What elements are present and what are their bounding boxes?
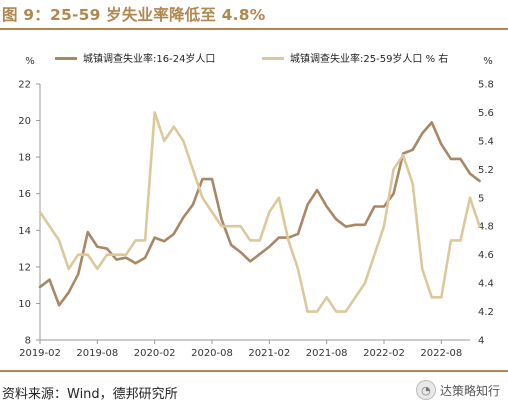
series-line-16-24 <box>38 121 481 307</box>
source-note: 资料来源：Wind，德邦研究所 <box>2 387 178 402</box>
x-tick-label: 2020-08 <box>191 348 233 359</box>
left-tick-label: 10 <box>18 299 31 310</box>
wechat-logo-icon: ◔ <box>415 380 436 400</box>
right-tick-label: 5.8 <box>478 80 494 91</box>
right-tick-label: 5.4 <box>478 136 494 147</box>
left-tick-label: 22 <box>18 80 31 91</box>
watermark-text: 达策略知行 <box>439 383 500 398</box>
x-tick-label: 2022-08 <box>420 348 462 359</box>
legend-label-25-59: 城镇调查失业率:25-59岁人口 % 右 <box>290 52 448 65</box>
watermark: ◔ 达策略知行 <box>415 380 500 400</box>
left-tick-label: 12 <box>18 262 31 273</box>
left-tick-label: 18 <box>18 153 31 164</box>
chart-axes: 8 10 12 14 16 18 20 22 4 4.2 4.4 4.6 4.8 5 5.2 5.4 5.6 5.… <box>18 80 494 360</box>
x-tick-label: 2022-02 <box>363 348 405 359</box>
series-line-25-59 <box>38 111 481 313</box>
x-tick-label: 2020-02 <box>134 348 176 359</box>
right-tick-label: 4.4 <box>478 279 494 290</box>
chart-legend: 城镇调查失业率:16-24岁人口 城镇调查失业率:25-59岁人口 % 右 <box>55 52 448 65</box>
figure-title: 图 9：25-59 岁失业率降低至 4.8% <box>2 6 266 24</box>
x-tick-label: 2021-02 <box>248 348 290 359</box>
right-axis-unit: % <box>483 56 493 67</box>
line-chart: 8 10 12 14 16 18 20 22 4 4.2 4.4 4.6 4.8 5 5.2 5.4 5.6 5.… <box>18 52 494 360</box>
right-tick-label: 5.6 <box>478 108 494 119</box>
left-tick-label: 20 <box>18 116 31 127</box>
x-tick-label: 2021-08 <box>306 348 348 359</box>
right-tick-label: 5.2 <box>478 165 494 176</box>
right-tick-label: 4.8 <box>478 222 494 233</box>
right-tick-label: 4 <box>478 336 484 347</box>
right-tick-label: 5 <box>478 193 484 204</box>
right-tick-label: 4.2 <box>478 307 494 318</box>
right-tick-label: 4.6 <box>478 250 494 261</box>
legend-label-16-24: 城镇调查失业率:16-24岁人口 <box>83 52 215 65</box>
x-tick-label: 2019-02 <box>19 348 61 359</box>
source-rule <box>0 370 508 372</box>
left-tick-label: 16 <box>18 189 31 200</box>
left-tick-label: 14 <box>18 226 31 237</box>
x-tick-label: 2019-08 <box>76 348 118 359</box>
chart-series-lines <box>38 111 481 313</box>
title-rule <box>0 28 508 30</box>
left-tick-label: 8 <box>25 336 31 347</box>
left-axis-unit: % <box>25 56 35 67</box>
